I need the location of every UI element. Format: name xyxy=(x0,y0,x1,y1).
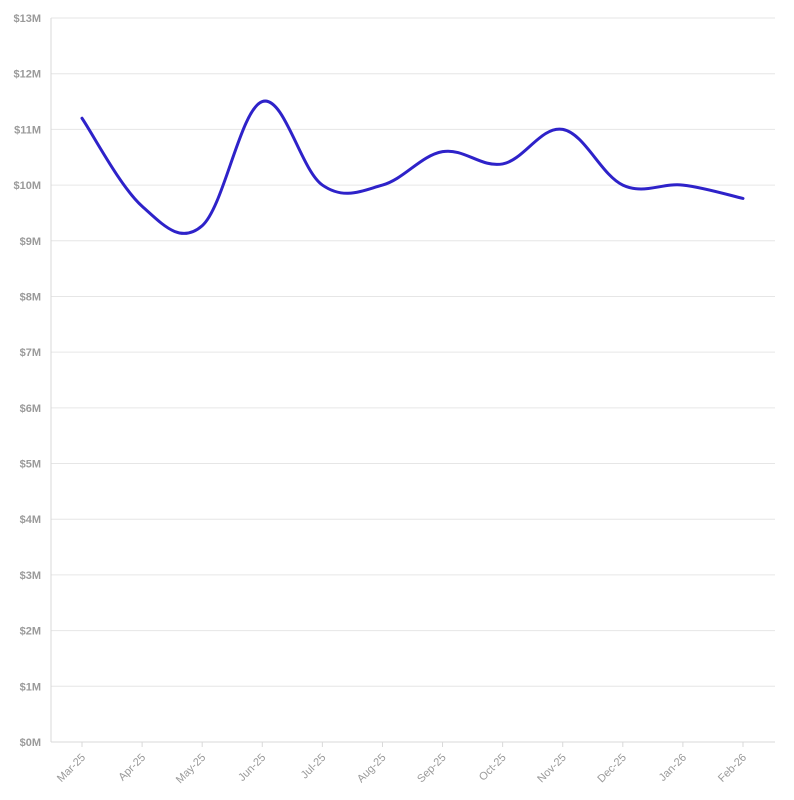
grid-lines xyxy=(51,17,775,743)
y-tick-label: $7M xyxy=(20,347,41,359)
y-tick-label: $10M xyxy=(13,180,41,192)
y-tick-label: $2M xyxy=(20,626,41,638)
x-axis: Mar-25 Apr-25 May-25 Jun-25 Jul-25 Aug-25 Sep-… xyxy=(55,742,749,786)
x-tick-label: Aug-25 xyxy=(355,752,389,786)
y-tick-label: $11M xyxy=(14,124,41,136)
series-line xyxy=(80,99,745,235)
series-group xyxy=(80,99,745,235)
y-tick-label: $13M xyxy=(13,13,41,25)
y-tick-label: $0M xyxy=(20,737,41,749)
x-tick-label: Jun-25 xyxy=(236,752,268,784)
x-tick-label: May-25 xyxy=(174,752,208,786)
x-tick-label: Mar-25 xyxy=(55,752,88,785)
x-tick-label: Feb-26 xyxy=(716,752,749,785)
y-tick-label: $1M xyxy=(20,681,41,693)
y-tick-label: $9M xyxy=(20,236,41,248)
y-tick-label: $12M xyxy=(13,69,41,81)
x-tick-label: Jul-25 xyxy=(299,752,329,782)
y-tick-label: $6M xyxy=(20,403,41,415)
x-tick-label: Dec-25 xyxy=(595,752,629,786)
y-tick-label: $8M xyxy=(20,291,41,303)
x-tick-label: Sep-25 xyxy=(415,752,449,786)
y-tick-label: $3M xyxy=(20,570,41,582)
x-tick-label: Oct-25 xyxy=(477,752,509,784)
x-tick-label: Apr-25 xyxy=(116,752,148,784)
y-tick-label: $4M xyxy=(20,514,41,526)
x-tick-label: Nov-25 xyxy=(535,752,569,786)
y-axis: $0M $1M $2M $3M $4M $5M $6M $7M $8M $9M $10M $11M $1… xyxy=(13,13,52,749)
x-tick-label: Jan-26 xyxy=(657,752,689,784)
y-tick-label: $5M xyxy=(20,459,41,471)
